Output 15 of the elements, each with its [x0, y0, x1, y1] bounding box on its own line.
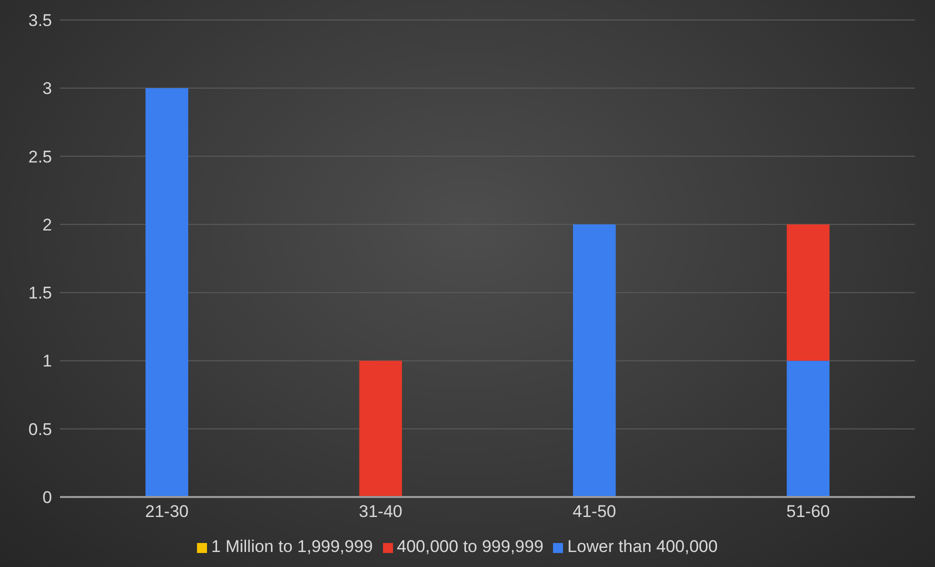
x-tick-label: 31-40: [358, 502, 402, 522]
y-tick-label: 3.5: [28, 11, 52, 30]
y-tick-label: 1: [42, 352, 52, 371]
y-tick-label: 2.5: [28, 147, 52, 166]
y-tick-label: 0.5: [28, 420, 52, 439]
legend-label: Lower than 400,000: [567, 537, 718, 556]
x-tick-label: 51-60: [786, 502, 830, 522]
y-tick-label: 0: [42, 488, 52, 508]
legend-label: 400,000 to 999,999: [396, 537, 544, 556]
x-tick-label: 21-30: [145, 502, 189, 522]
y-tick-label: 3: [42, 79, 52, 98]
x-tick-label: 41-50: [572, 502, 616, 522]
legend-label: 1 Million to 1,999,999: [211, 537, 373, 556]
y-tick-label: 1.5: [28, 284, 52, 303]
y-tick-label: 2: [42, 215, 52, 234]
